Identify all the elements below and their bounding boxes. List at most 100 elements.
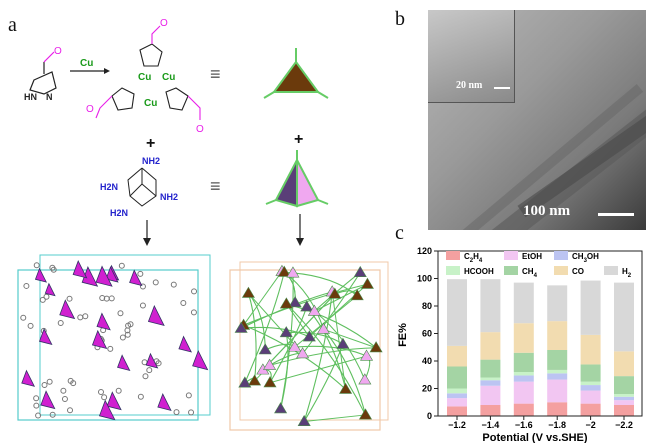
network-edge xyxy=(314,283,368,312)
cu-cluster-polyhedron xyxy=(96,312,111,331)
network-node xyxy=(360,349,374,361)
bar-CH4--1.2 xyxy=(447,366,467,389)
legend-label-CH3OH: CH3OH xyxy=(572,252,599,264)
linker-ring xyxy=(101,394,108,401)
linker-ring xyxy=(137,393,144,400)
linker-ring xyxy=(188,409,195,416)
cu-atom-label: Cu xyxy=(162,72,175,83)
x-tick-label: −2 xyxy=(585,420,595,430)
inset-scale-label: 20 nm xyxy=(456,80,483,91)
bar-HCOOH--1.8 xyxy=(547,369,568,374)
bar-HCOOH--2 xyxy=(580,381,601,386)
network-node xyxy=(336,337,350,349)
network-node xyxy=(358,373,372,385)
amine-label: NH2 xyxy=(160,192,178,202)
n-label: N xyxy=(46,92,53,102)
x-tick-label: −1.4 xyxy=(482,420,500,430)
linker-ring xyxy=(190,309,197,316)
linker-ring xyxy=(20,314,27,321)
legend-label-C2H4: C2H4 xyxy=(464,252,483,264)
legend-label-CO: CO xyxy=(572,267,584,276)
cu-cluster-polyhedron xyxy=(34,267,47,283)
bar-H2--2 xyxy=(580,280,601,335)
bar-EtOH--1.8 xyxy=(547,379,568,403)
bar-CO--1.6 xyxy=(513,323,534,353)
linker-ring xyxy=(60,387,67,394)
linker-ring xyxy=(137,270,144,277)
network-node xyxy=(274,402,288,414)
y-tick-label: 20 xyxy=(422,384,432,394)
network-node xyxy=(234,321,248,333)
cu-trimer: Cu Cu Cu O O O xyxy=(86,18,204,135)
legend-label-HCOOH: HCOOH xyxy=(464,267,494,276)
linker-ring xyxy=(107,345,114,352)
cu-cluster-polyhedron xyxy=(178,335,192,353)
panel-label-c: c xyxy=(395,222,404,244)
cu-cluster-polyhedron xyxy=(40,390,56,410)
linker-ring xyxy=(119,334,126,341)
linker-ring xyxy=(61,396,68,403)
oxygen-label: O xyxy=(86,104,94,115)
cu-atom-label: Cu xyxy=(144,98,157,109)
linker-ring xyxy=(67,377,74,384)
cu-cluster-polyhedron xyxy=(147,304,165,326)
bar-H2--1.2 xyxy=(447,279,467,346)
oxygen-label: O xyxy=(196,124,204,135)
linker-ring xyxy=(117,310,124,317)
equivalence-sign: ≡ xyxy=(210,64,221,84)
bar-CH4--1.6 xyxy=(513,352,534,372)
network-edge xyxy=(303,291,333,422)
network-edge xyxy=(269,347,377,366)
y-tick-label: 60 xyxy=(422,329,432,339)
network-edge xyxy=(285,303,310,338)
legend-swatch xyxy=(504,251,518,260)
linker-ring xyxy=(108,295,115,302)
bar-EtOH--2 xyxy=(580,390,601,404)
cu-cluster-polyhedron xyxy=(91,329,108,350)
linker-ring xyxy=(191,288,198,295)
y-tick-label: 100 xyxy=(417,274,432,284)
bar-CO--1.4 xyxy=(480,332,501,360)
bar-CH4--1.4 xyxy=(480,359,501,378)
network-edge xyxy=(243,283,368,326)
amine-label: NH2 xyxy=(142,156,160,166)
x-tick-label: −1.2 xyxy=(448,420,466,430)
bar-CH4--2 xyxy=(580,364,601,382)
main-scale-bar xyxy=(598,213,634,216)
crystal-structure xyxy=(17,254,211,421)
arrow-head-icon xyxy=(143,238,151,246)
y-tick-label: 120 xyxy=(417,246,432,256)
x-tick-label: −1.8 xyxy=(548,420,566,430)
linker-ring xyxy=(43,293,50,300)
bar-C2H4--1.2 xyxy=(447,406,467,416)
legend-label-EtOH: EtOH xyxy=(522,252,542,261)
network-node xyxy=(288,340,302,352)
cu-cluster-polyhedron xyxy=(95,265,113,287)
linker-ring xyxy=(27,322,34,329)
inset-scale-bar xyxy=(494,87,510,89)
bar-C2H4--2 xyxy=(580,403,601,416)
x-axis-label: Potential (V vs.SHE) xyxy=(482,432,587,443)
linker-ring xyxy=(142,373,149,380)
amine-label: H2N xyxy=(110,208,128,218)
cu-cluster-polyhedron xyxy=(44,282,56,297)
network-node xyxy=(238,376,252,388)
legend-swatch xyxy=(554,251,568,260)
bar-C2H4--2.2 xyxy=(614,405,634,416)
bar-EtOH--1.6 xyxy=(513,381,534,404)
bar-HCOOH--2.2 xyxy=(614,394,634,397)
linker-ring xyxy=(152,279,159,286)
network-edge xyxy=(269,306,308,383)
network-node xyxy=(307,304,321,316)
bar-CH3OH--1.8 xyxy=(547,373,568,380)
bar-C2H4--1.8 xyxy=(547,402,568,416)
cu-cluster-polyhedron xyxy=(105,266,119,283)
network-edge xyxy=(243,324,346,390)
linker-ring xyxy=(23,282,30,289)
network-edge xyxy=(244,272,285,384)
tem-inset: 20 nm xyxy=(428,10,515,103)
linker-ring xyxy=(33,395,40,402)
nh-label: HN xyxy=(24,92,37,102)
arrow-head-icon xyxy=(104,68,110,74)
network-edge xyxy=(247,293,257,381)
